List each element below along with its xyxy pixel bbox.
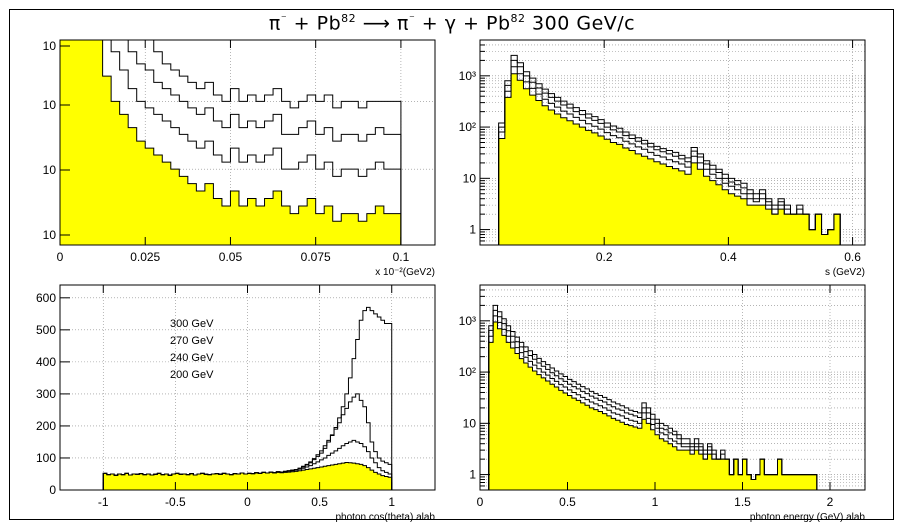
y-tick-label: 10³ <box>459 314 476 328</box>
y-tick-label: 100 <box>36 451 56 465</box>
panel-photon-energy-distribution: 0 0.5 1 1.5 2 1 10 10² 10³ photon energy (GeV) al… <box>459 284 866 523</box>
x-axis-label: photon energy (GeV) alab <box>750 512 866 523</box>
y-tick-label: 10² <box>459 120 476 134</box>
x-tick-label: 0 <box>57 250 64 264</box>
x-tick-label: 0.075 <box>301 250 331 264</box>
histogram-group <box>488 304 818 490</box>
x-tick-label: -1 <box>98 495 109 509</box>
plot-frame <box>59 39 436 246</box>
x-axis-label: s (GeV2) <box>825 267 865 278</box>
y-tick-label: 1 <box>469 468 476 482</box>
x-tick-label: 1 <box>652 495 659 509</box>
y-tick-label: 10² <box>459 365 476 379</box>
x-tick-label: 0.5 <box>311 495 328 509</box>
x-tick-label: 0.6 <box>844 250 861 264</box>
y-tick-label: 10 <box>43 39 57 53</box>
y-tick-label: 200 <box>36 419 56 433</box>
x-axis-label: photon cos(theta) alab <box>335 512 435 523</box>
x-tick-label: 0.5 <box>559 495 576 509</box>
x-tick-label: 2 <box>827 495 834 509</box>
panel-s-distribution: 0.2 0.4 0.6 1 10 10² 10³ s (GeV2) <box>459 39 866 278</box>
legend-entry: 200 GeV <box>170 369 214 381</box>
figure-title: π⁻ + Pb82 ⟶ π⁻ + γ + Pb82 300 GeV/c <box>268 12 636 35</box>
x-tick-label: -0.5 <box>165 495 186 509</box>
histogram-series-3 <box>498 73 841 245</box>
y-tick-label: 10 <box>43 163 57 177</box>
x-tick-label: 0.2 <box>596 250 613 264</box>
histogram-series-1 <box>60 40 402 245</box>
legend-entry: 240 GeV <box>170 352 214 364</box>
y-tick-label: 10 <box>463 171 477 185</box>
legend-entry: 270 GeV <box>170 335 214 347</box>
x-tick-label: 0.05 <box>219 250 243 264</box>
histogram-series-0 <box>60 40 402 245</box>
y-tick-label: 300 <box>36 387 56 401</box>
canvas-frame <box>9 9 894 520</box>
legend-entry: 300 GeV <box>170 318 214 330</box>
y-tick-label: 1 <box>469 223 476 237</box>
y-tick-label: 10 <box>43 98 57 112</box>
histogram-series-3 <box>488 321 818 490</box>
histogram-group <box>60 40 402 245</box>
histogram-series-2 <box>60 40 402 245</box>
y-tick-label: 500 <box>36 323 56 337</box>
x-axis-label: x 10⁻²(GeV2) <box>375 267 435 278</box>
x-tick-label: 1.5 <box>734 495 751 509</box>
x-tick-label: 0.025 <box>130 250 160 264</box>
grid <box>60 285 435 490</box>
y-tick-label: 600 <box>36 291 56 305</box>
x-tick-label: 0 <box>244 495 251 509</box>
y-tick-label: 0 <box>49 483 56 497</box>
histogram-fill <box>498 73 841 245</box>
histogram-series-3 <box>102 461 393 490</box>
x-tick-label: 0 <box>477 495 484 509</box>
histogram-group <box>498 54 841 245</box>
x-tick-label: 0.4 <box>720 250 737 264</box>
y-tick-label: 10³ <box>459 69 476 83</box>
x-tick-label: 0.1 <box>393 250 410 264</box>
histogram-series-3 <box>60 40 402 245</box>
y-tick-label: 10 <box>43 228 57 242</box>
y-tick-label: 400 <box>36 355 56 369</box>
histogram-fill <box>488 321 817 490</box>
panel-cos-theta-distribution: -1 -0.5 0 0.5 1 0 100 200 300 400 500 600 photon cos… <box>36 284 436 523</box>
panel-t-distribution: 0 0.025 0.05 0.075 0.1 10 10 10 10 x 10⁻²(GeV2) <box>43 39 436 278</box>
y-tick-label: 10 <box>463 416 477 430</box>
histogram-fill <box>60 40 401 245</box>
x-tick-label: 1 <box>388 495 395 509</box>
